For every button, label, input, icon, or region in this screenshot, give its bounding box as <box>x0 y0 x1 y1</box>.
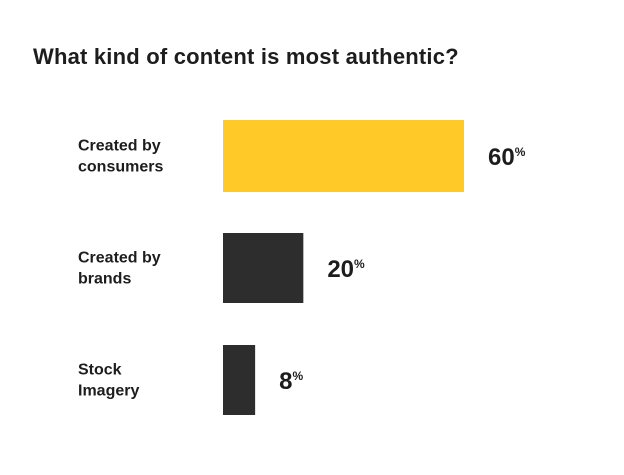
bar-1 <box>223 233 304 303</box>
value-label-1: 20% <box>327 256 365 283</box>
category-label-2: Stock Imagery <box>78 362 139 400</box>
bar-2 <box>223 345 256 415</box>
category-label-1: Created by brands <box>78 250 161 288</box>
value-label-0: 60% <box>488 144 526 171</box>
chart-title: What kind of content is most authentic? <box>33 44 459 69</box>
category-label-0: Created by consumers <box>78 138 163 176</box>
bar-0 <box>223 120 464 192</box>
value-label-2: 8% <box>279 368 303 395</box>
